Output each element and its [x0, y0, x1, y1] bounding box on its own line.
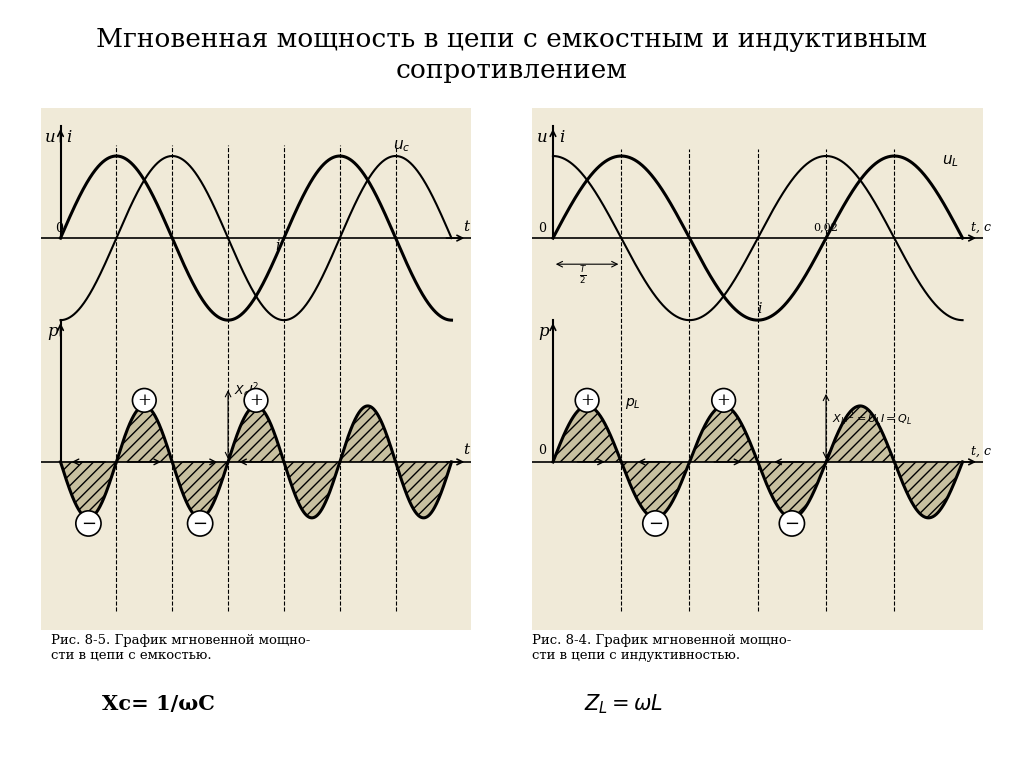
- Text: +: +: [581, 392, 594, 409]
- Text: $\frac{T}{2}$: $\frac{T}{2}$: [579, 264, 587, 286]
- Text: $u_c$: $u_c$: [393, 137, 411, 154]
- Text: −: −: [193, 515, 208, 532]
- Text: i: i: [559, 129, 564, 146]
- Text: t: t: [463, 220, 469, 233]
- Text: сопротивлением: сопротивлением: [396, 58, 628, 83]
- Text: Рис. 8-4. График мгновенной мощно-
сти в цепи с индуктивностью.: Рис. 8-4. График мгновенной мощно- сти в…: [532, 634, 792, 661]
- Text: t: t: [463, 443, 469, 458]
- Text: +: +: [717, 392, 730, 409]
- Text: i: i: [758, 302, 762, 316]
- Text: −: −: [784, 515, 800, 532]
- Text: $X_cI^2$: $X_cI^2$: [233, 381, 259, 399]
- Text: Рис. 8-5. График мгновенной мощно-
сти в цепи с емкостью.: Рис. 8-5. График мгновенной мощно- сти в…: [51, 634, 310, 661]
- Text: $Z_L = \omega L$: $Z_L = \omega L$: [584, 693, 663, 716]
- Text: 0: 0: [539, 445, 547, 458]
- Text: $p_L$: $p_L$: [626, 396, 641, 411]
- Text: Мгновенная мощность в цепи с емкостным и индуктивным: Мгновенная мощность в цепи с емкостным и…: [96, 27, 928, 52]
- Text: i: i: [67, 129, 72, 146]
- Text: −: −: [648, 515, 663, 532]
- Text: u: u: [537, 129, 547, 146]
- Text: t, c: t, c: [971, 220, 991, 233]
- Text: i: i: [275, 239, 280, 253]
- Text: 0: 0: [539, 223, 547, 236]
- Text: $u_L$: $u_L$: [942, 154, 959, 169]
- Text: −: −: [81, 515, 96, 532]
- Text: 0: 0: [54, 223, 62, 236]
- Text: t, c: t, c: [971, 445, 991, 458]
- Text: u: u: [45, 129, 55, 146]
- Text: p: p: [47, 323, 57, 339]
- Text: 0,02: 0,02: [814, 223, 839, 233]
- Text: +: +: [137, 392, 152, 409]
- Text: $X_LI^2=U_LI=Q_L$: $X_LI^2=U_LI=Q_L$: [833, 409, 912, 428]
- Text: p: p: [539, 323, 549, 339]
- Text: Xc= 1/ωC: Xc= 1/ωC: [102, 694, 215, 714]
- Text: +: +: [249, 392, 263, 409]
